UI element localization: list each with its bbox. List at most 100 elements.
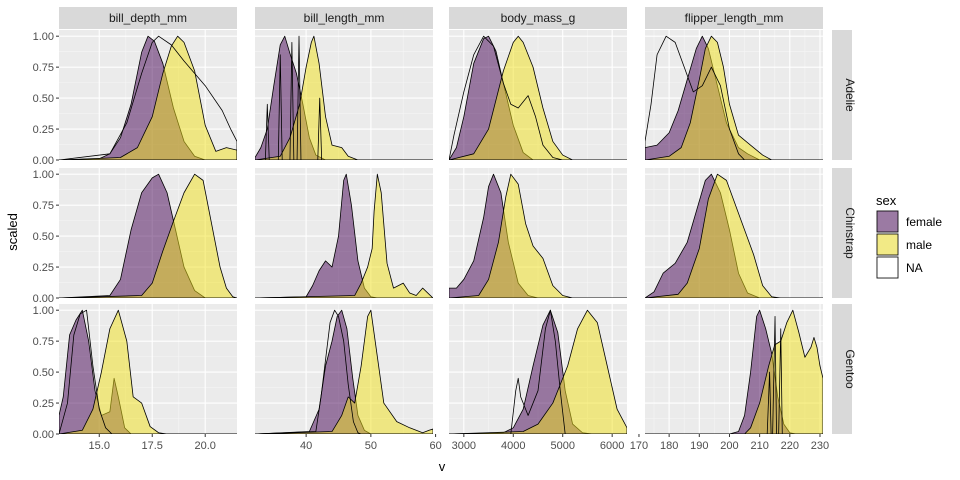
panel-chinstrap-bill_depth_mm bbox=[59, 168, 237, 299]
panels-layer bbox=[59, 30, 823, 435]
strip-row-bg bbox=[832, 168, 852, 298]
density-group bbox=[645, 309, 823, 434]
density-group bbox=[449, 173, 627, 298]
panel-adelie-body_mass_g bbox=[449, 30, 627, 161]
density-group bbox=[59, 173, 237, 298]
x-tick-label: 200 bbox=[720, 440, 738, 452]
x-tick-label: 190 bbox=[690, 440, 708, 452]
panel-adelie-bill_length_mm bbox=[255, 30, 433, 161]
density-group bbox=[255, 309, 433, 434]
y-tick-label: 1.00 bbox=[33, 31, 54, 43]
legend-swatch-male bbox=[876, 233, 899, 256]
density-na bbox=[59, 309, 237, 434]
y-tick-label: 0.50 bbox=[33, 231, 54, 243]
x-tick-label: 15.0 bbox=[89, 440, 110, 452]
panel-adelie-bill_depth_mm bbox=[59, 30, 237, 161]
strip-row-bg bbox=[832, 304, 852, 434]
y-tick-label: 0.25 bbox=[33, 398, 54, 410]
axes-layer: 0.000.250.500.751.000.000.250.500.751.00… bbox=[33, 31, 830, 452]
x-tick-label: 210 bbox=[750, 440, 768, 452]
panel-gentoo-bill_depth_mm bbox=[59, 304, 237, 435]
x-tick-label: 50 bbox=[365, 440, 377, 452]
x-tick-label: 170 bbox=[630, 440, 648, 452]
y-tick-label: 0.75 bbox=[33, 336, 54, 348]
strip-col-bg bbox=[59, 7, 237, 29]
density-na bbox=[255, 35, 433, 160]
y-tick-label: 0.50 bbox=[33, 367, 54, 379]
density-na bbox=[59, 35, 237, 160]
strips-layer: bill_depth_mm bill_length_mm body_mass_g fl… bbox=[59, 7, 857, 434]
panel-gentoo-body_mass_g bbox=[449, 304, 627, 435]
density-na bbox=[645, 315, 823, 434]
legend-label: NA bbox=[906, 261, 923, 275]
density-group bbox=[645, 35, 823, 160]
panel-adelie-flipper_length_mm bbox=[645, 30, 823, 161]
x-tick-label: 4000 bbox=[501, 440, 525, 452]
y-tick-label: 1.00 bbox=[33, 305, 54, 317]
y-tick-label: 0.00 bbox=[33, 293, 54, 305]
density-male bbox=[59, 173, 237, 298]
strip-row-label: Adelie bbox=[843, 78, 857, 112]
panel-chinstrap-bill_length_mm bbox=[255, 168, 433, 299]
y-tick-label: 0.75 bbox=[33, 62, 54, 74]
legend-label: male bbox=[906, 238, 932, 252]
density-na bbox=[449, 35, 627, 160]
density-group bbox=[449, 309, 627, 434]
y-tick-label: 0.50 bbox=[33, 93, 54, 105]
panel-chinstrap-flipper_length_mm bbox=[645, 168, 823, 299]
density-group bbox=[59, 309, 237, 434]
density-male bbox=[645, 35, 823, 160]
legend-label: female bbox=[906, 215, 942, 229]
legend-title: sex bbox=[876, 193, 897, 208]
x-tick-label: 230 bbox=[811, 440, 829, 452]
y-tick-label: 0.25 bbox=[33, 124, 54, 136]
x-tick-label: 3000 bbox=[452, 440, 476, 452]
strip-col-label: bill_depth_mm bbox=[109, 11, 187, 25]
strip-col-bg bbox=[255, 7, 433, 29]
density-na bbox=[645, 35, 823, 160]
panel-chinstrap-body_mass_g bbox=[449, 168, 627, 299]
x-tick-label: 20.0 bbox=[195, 440, 216, 452]
density-male bbox=[59, 35, 237, 160]
panel-gentoo-bill_length_mm bbox=[255, 304, 433, 435]
density-group bbox=[255, 173, 433, 298]
density-group bbox=[645, 173, 823, 298]
density-male bbox=[255, 309, 433, 434]
density-male bbox=[449, 309, 627, 434]
density-male bbox=[449, 35, 627, 160]
x-axis-title: v bbox=[439, 459, 446, 474]
density-male bbox=[645, 173, 823, 298]
legend-swatch-na bbox=[876, 256, 899, 279]
density-group bbox=[255, 35, 433, 160]
x-tick-label: 220 bbox=[781, 440, 799, 452]
y-tick-label: 0.75 bbox=[33, 200, 54, 212]
x-tick-label: 6000 bbox=[600, 440, 624, 452]
density-group bbox=[449, 35, 627, 160]
density-male bbox=[645, 309, 823, 434]
panel-gentoo-flipper_length_mm bbox=[645, 304, 823, 435]
y-tick-label: 0.00 bbox=[33, 155, 54, 167]
y-tick-label: 0.25 bbox=[33, 262, 54, 274]
x-tick-label: 40 bbox=[300, 440, 312, 452]
y-tick-label: 1.00 bbox=[33, 169, 54, 181]
strip-col-label: body_mass_g bbox=[501, 11, 576, 25]
strip-col-label: flipper_length_mm bbox=[685, 11, 784, 25]
strip-row-bg bbox=[832, 30, 852, 160]
strip-col-bg bbox=[645, 7, 823, 29]
x-tick-label: 180 bbox=[660, 440, 678, 452]
x-tick-label: 60 bbox=[429, 440, 441, 452]
strip-row-label: Chinstrap bbox=[843, 207, 857, 259]
x-tick-label: 17.5 bbox=[142, 440, 163, 452]
strip-col-label: bill_length_mm bbox=[304, 11, 385, 25]
y-axis-title: scaled bbox=[5, 213, 20, 251]
density-male bbox=[255, 173, 433, 298]
strip-col-bg bbox=[449, 7, 627, 29]
legend-swatch-female bbox=[876, 210, 899, 233]
x-tick-label: 5000 bbox=[550, 440, 574, 452]
y-tick-label: 0.00 bbox=[33, 429, 54, 441]
legend: sex female male NA bbox=[876, 193, 942, 279]
density-male bbox=[449, 173, 627, 298]
density-na bbox=[255, 309, 433, 434]
density-group bbox=[59, 35, 237, 160]
